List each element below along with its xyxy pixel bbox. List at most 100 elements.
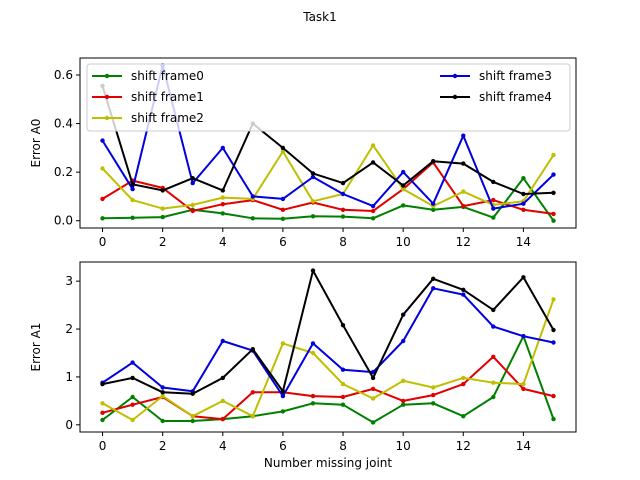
data-point-shift-frame0 — [401, 203, 406, 208]
y-tick-label: 0.4 — [54, 117, 73, 131]
data-point-shift-frame3 — [401, 169, 406, 175]
data-point-shift-frame0 — [461, 414, 466, 419]
data-point-shift-frame2 — [551, 152, 556, 158]
data-point-shift-frame4 — [551, 327, 556, 333]
data-point-shift-frame4 — [160, 390, 165, 395]
data-point-shift-frame2 — [130, 417, 135, 423]
panel-0: 0 2 4 6 8 10 12 14 0.0 0.2 0.4 0.6 Error A0 shift fra… — [29, 57, 577, 249]
data-point-shift-frame3 — [431, 201, 436, 206]
data-point-shift-frame3 — [130, 186, 135, 192]
data-point-shift-frame2 — [280, 341, 286, 346]
data-point-shift-frame3 — [370, 369, 376, 375]
data-point-shift-frame1 — [190, 208, 195, 214]
data-point-shift-frame3 — [280, 393, 286, 399]
x-tick-label: 12 — [456, 235, 471, 249]
data-point-shift-frame4 — [160, 188, 165, 193]
data-point-shift-frame2 — [370, 143, 376, 148]
data-point-shift-frame3 — [340, 367, 346, 372]
data-point-shift-frame3 — [551, 340, 556, 345]
data-point-shift-frame2 — [250, 414, 255, 419]
data-point-shift-frame3 — [521, 334, 526, 339]
data-point-shift-frame0 — [370, 216, 376, 221]
data-point-shift-frame0 — [130, 215, 135, 220]
series-line-shift-frame0 — [102, 177, 555, 222]
data-point-shift-frame3 — [370, 203, 376, 209]
series-line-shift-frame2 — [102, 299, 555, 421]
data-point-shift-frame2 — [190, 202, 195, 208]
data-point-shift-frame0 — [340, 402, 346, 407]
data-point-shift-frame4 — [310, 171, 316, 176]
series-line-shift-frame3 — [101, 287, 554, 398]
legend-label-shift-frame3: shift frame3 — [479, 69, 552, 83]
y-tick-label: 2 — [65, 322, 73, 336]
series-line-shift-frame4 — [102, 269, 555, 395]
data-point-shift-frame2 — [491, 380, 496, 385]
x-tick-label: 4 — [219, 439, 227, 453]
data-point-shift-frame2 — [100, 166, 105, 171]
data-point-shift-frame3 — [431, 286, 436, 291]
data-point-shift-frame0 — [220, 211, 225, 216]
x-tick-label: 10 — [396, 235, 411, 249]
legend-label-shift-frame0: shift frame0 — [131, 69, 204, 83]
x-tick-label: 10 — [396, 439, 411, 453]
data-point-shift-frame1 — [310, 393, 316, 399]
data-point-shift-frame2 — [160, 393, 165, 399]
x-tick-label: 14 — [516, 439, 531, 453]
data-point-shift-frame4 — [461, 161, 466, 166]
data-point-shift-frame1 — [521, 386, 526, 392]
x-tick-label: 6 — [279, 439, 287, 453]
y-tick-label: 0 — [65, 418, 73, 432]
x-tick-label: 0 — [99, 235, 107, 249]
legend-label-shift-frame4: shift frame4 — [479, 90, 552, 104]
data-point-shift-frame4 — [370, 160, 376, 165]
data-point-shift-frame4 — [190, 391, 195, 396]
data-point-shift-frame0 — [401, 402, 406, 407]
data-point-shift-frame0 — [340, 214, 346, 219]
data-point-shift-frame4 — [431, 276, 436, 281]
legend-marker-shift-frame3 — [452, 73, 458, 79]
data-point-shift-frame0 — [280, 409, 286, 414]
data-point-shift-frame3 — [190, 180, 195, 186]
data-point-shift-frame4 — [491, 179, 496, 185]
data-point-shift-frame2 — [310, 199, 316, 204]
data-point-shift-frame1 — [431, 392, 436, 398]
data-point-shift-frame4 — [551, 190, 556, 195]
legend: shift frame0 shift frame1 shift frame2 shif… — [86, 63, 571, 132]
x-tick-label: 6 — [279, 235, 287, 249]
data-point-shift-frame4 — [401, 312, 406, 317]
data-point-shift-frame4 — [491, 307, 496, 313]
data-point-shift-frame4 — [521, 191, 526, 197]
data-point-shift-frame2 — [130, 197, 135, 203]
data-point-shift-frame1 — [100, 196, 105, 202]
y-tick-label: 1 — [65, 370, 73, 384]
data-point-shift-frame0 — [551, 416, 556, 422]
data-point-shift-frame4 — [220, 188, 225, 193]
data-point-shift-frame2 — [220, 398, 225, 404]
data-point-shift-frame4 — [190, 176, 195, 181]
data-point-shift-frame4 — [461, 287, 466, 292]
x-tick-label: 12 — [456, 439, 471, 453]
data-point-shift-frame0 — [250, 216, 255, 221]
x-tick-label: 2 — [159, 439, 167, 453]
data-point-shift-frame3 — [310, 174, 316, 180]
data-point-shift-frame3 — [461, 292, 466, 297]
data-point-shift-frame4 — [521, 275, 526, 280]
data-point-shift-frame2 — [461, 375, 466, 381]
data-point-shift-frame2 — [461, 189, 466, 194]
data-point-shift-frame0 — [280, 216, 286, 221]
data-point-shift-frame3 — [130, 360, 135, 365]
series-line-shift-frame4 — [101, 85, 554, 195]
series-line-shift-frame0 — [101, 335, 555, 424]
data-point-shift-frame2 — [100, 401, 105, 406]
legend-marker-shift-frame2 — [104, 115, 110, 121]
data-point-shift-frame1 — [130, 402, 135, 407]
data-point-shift-frame3 — [220, 338, 225, 344]
data-point-shift-frame1 — [340, 394, 346, 400]
chart-suptitle: Task1 — [302, 10, 337, 24]
data-point-shift-frame1 — [461, 203, 466, 209]
data-point-shift-frame0 — [491, 215, 496, 220]
data-point-shift-frame4 — [280, 145, 286, 151]
data-point-shift-frame0 — [100, 216, 105, 221]
